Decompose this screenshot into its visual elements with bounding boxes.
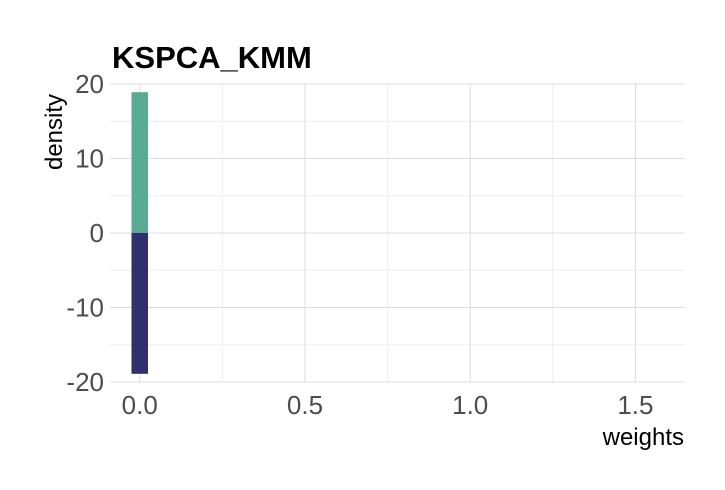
tick-labels: 0.0 0.5 1.0 1.5 -20 -10 0 10 20 [66,69,653,420]
bars [131,92,149,374]
y-tick-label: 10 [75,144,104,174]
bar-positive [131,92,149,233]
x-tick-label: 0.5 [287,390,323,420]
y-tick-label: -20 [66,367,104,397]
x-tick-label: 1.0 [452,390,488,420]
bar-negative [131,233,149,374]
x-axis-title: weights [602,424,684,451]
x-tick-label: 1.5 [617,390,653,420]
y-tick-label: 0 [90,218,104,248]
x-tick-label: 0.0 [122,390,158,420]
grid [110,83,685,383]
y-axis-title: density [41,94,68,170]
y-tick-label: 20 [75,69,104,99]
chart-title: KSPCA_KMM [112,40,312,75]
y-tick-label: -10 [66,293,104,323]
